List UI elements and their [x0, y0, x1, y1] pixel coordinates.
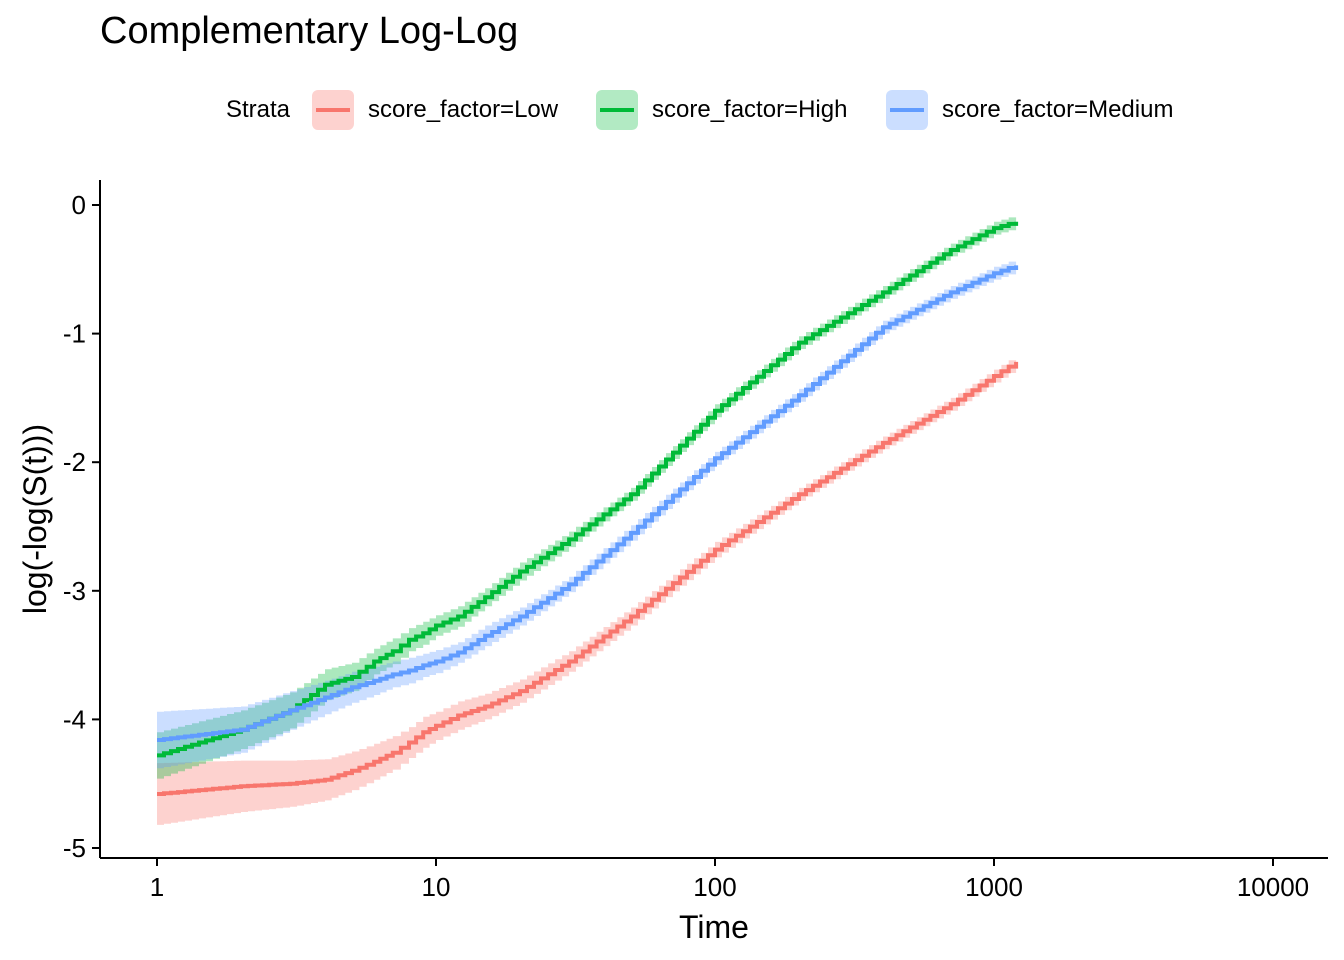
x-tick-label: 1000: [965, 872, 1023, 902]
axes: [99, 180, 1328, 859]
y-tick-label: 0: [72, 190, 86, 220]
chart-title: Complementary Log-Log: [100, 10, 519, 52]
x-tick-label: 1: [150, 872, 164, 902]
legend-label-medium: score_factor=Medium: [942, 96, 1174, 123]
legend: Strata score_factor=Low score_factor=Hig…: [0, 88, 1344, 132]
legend-key-medium: [886, 90, 928, 130]
y-tick-label: -5: [63, 833, 86, 863]
x-ticks: 1 10 100 1000 10000: [150, 858, 1309, 902]
y-tick-label: -2: [63, 447, 86, 477]
legend-key-low: [312, 90, 354, 130]
ci-band-1: [157, 215, 1017, 779]
legend-label-low: score_factor=Low: [368, 96, 559, 123]
series-line-2: [157, 265, 1019, 742]
x-axis-title: Time: [679, 909, 749, 945]
y-ticks: 0 -1 -2 -3 -4 -5: [63, 190, 100, 863]
legend-title: Strata: [226, 96, 291, 123]
series-line-0: [157, 361, 1019, 796]
series-line-1: [157, 221, 1019, 758]
y-tick-label: -1: [63, 319, 86, 349]
series-lines: [157, 221, 1019, 796]
x-tick-label: 10: [422, 872, 451, 902]
ci-band-2: [157, 259, 1017, 769]
x-tick-label: 100: [693, 872, 736, 902]
legend-label-high: score_factor=High: [652, 96, 848, 123]
y-tick-label: -3: [63, 576, 86, 606]
x-tick-label: 10000: [1237, 872, 1309, 902]
y-axis-title: log(-log(S(t))): [17, 424, 53, 614]
ci-band-0: [157, 355, 1017, 825]
legend-key-high: [596, 90, 638, 130]
y-tick-label: -4: [63, 704, 86, 734]
confidence-bands: [157, 215, 1017, 825]
